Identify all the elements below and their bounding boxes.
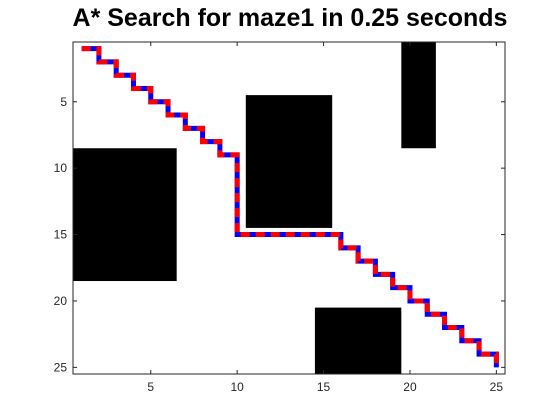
obstacle-layer <box>73 42 436 374</box>
x-tick-label: 15 <box>317 380 331 394</box>
x-tick-label: 5 <box>147 380 154 394</box>
axis-layer: 5 10 15 20 25 5 10 15 20 25 <box>54 41 506 394</box>
axis-box <box>72 41 506 375</box>
obstacle-block <box>314 307 402 374</box>
path-line-red <box>81 46 499 368</box>
y-tick-label: 15 <box>54 228 68 242</box>
x-tick-label: 10 <box>230 380 244 394</box>
x-tick-label: 20 <box>403 380 417 394</box>
chart-title: A* Search for maze1 in 0.25 seconds <box>72 4 508 32</box>
x-tick-label: 25 <box>490 380 504 394</box>
y-tick-label: 20 <box>54 294 68 308</box>
obstacle-block <box>245 95 333 228</box>
obstacle-block <box>401 42 436 149</box>
y-tick-label: 25 <box>54 360 68 374</box>
y-tick-label: 5 <box>60 95 67 109</box>
y-tick-label: 10 <box>54 161 68 175</box>
obstacle-block <box>73 148 177 282</box>
path-layer <box>81 46 499 368</box>
